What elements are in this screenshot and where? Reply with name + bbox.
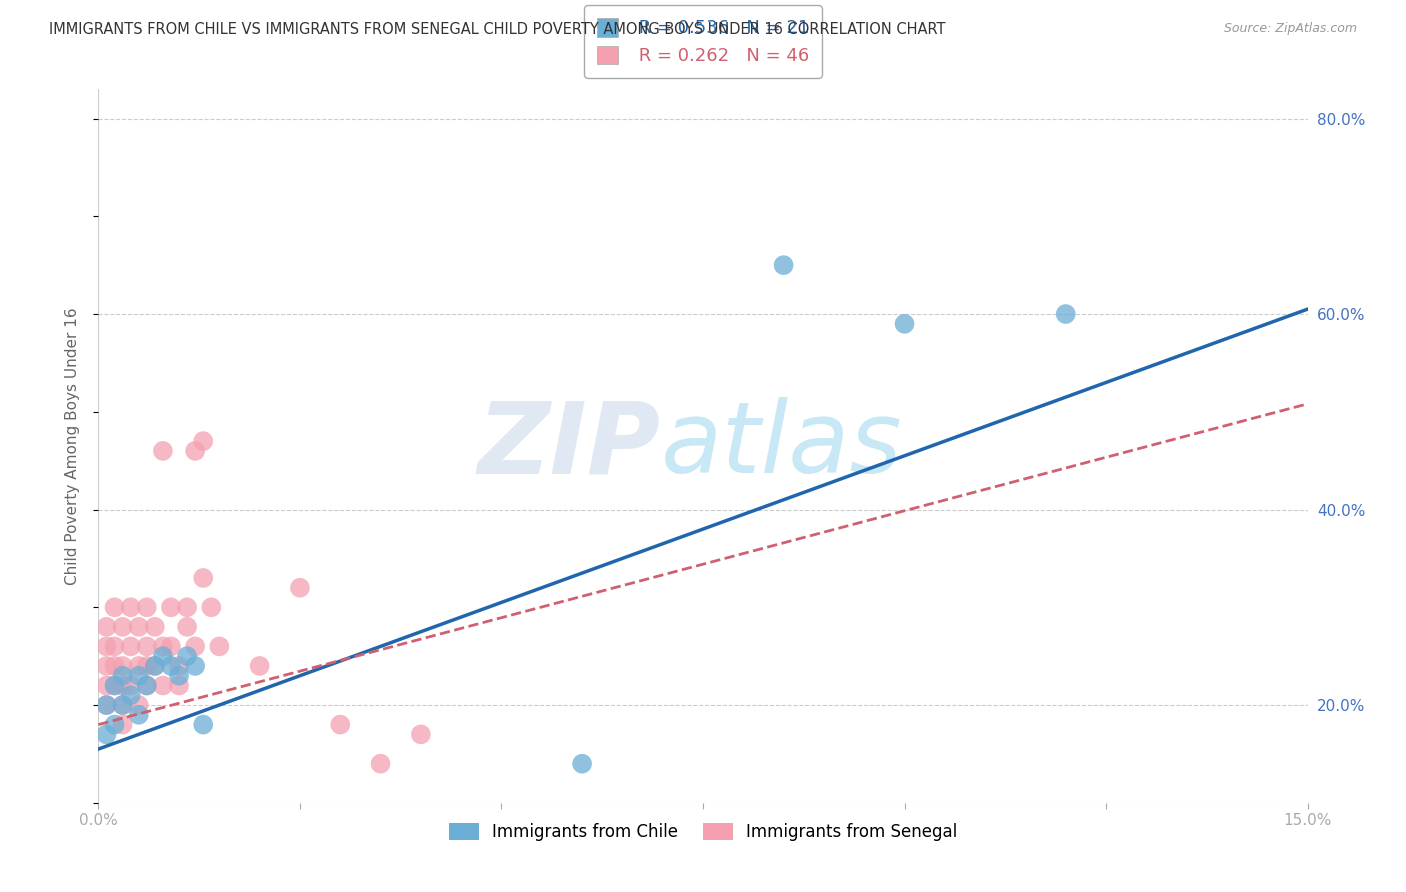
Point xyxy=(143,620,166,634)
Legend: Immigrants from Chile, Immigrants from Senegal: Immigrants from Chile, Immigrants from S… xyxy=(441,816,965,848)
Text: Source: ZipAtlas.com: Source: ZipAtlas.com xyxy=(1223,22,1357,36)
Point xyxy=(152,640,174,654)
Text: ZIP: ZIP xyxy=(478,398,661,494)
Point xyxy=(128,669,150,683)
Point xyxy=(176,649,198,664)
Point xyxy=(111,669,134,683)
Point xyxy=(96,727,118,741)
Point xyxy=(128,659,150,673)
Point xyxy=(120,688,142,702)
Point xyxy=(103,640,125,654)
Point xyxy=(111,659,134,673)
Point xyxy=(111,620,134,634)
Point xyxy=(128,707,150,722)
Point xyxy=(370,756,392,771)
Point xyxy=(111,698,134,712)
Point xyxy=(167,678,190,692)
Point xyxy=(1054,307,1077,321)
Point xyxy=(772,258,794,272)
Point xyxy=(329,717,352,731)
Point xyxy=(193,571,215,585)
Point xyxy=(249,659,271,673)
Point xyxy=(96,678,118,692)
Point xyxy=(176,600,198,615)
Point xyxy=(135,600,157,615)
Point xyxy=(128,698,150,712)
Point xyxy=(167,659,190,673)
Point xyxy=(128,620,150,634)
Y-axis label: Child Poverty Among Boys Under 16: Child Poverty Among Boys Under 16 xyxy=(65,307,80,585)
Point xyxy=(152,443,174,458)
Point xyxy=(103,678,125,692)
Point xyxy=(152,678,174,692)
Point xyxy=(135,659,157,673)
Point xyxy=(160,640,183,654)
Point xyxy=(571,756,593,771)
Point xyxy=(135,678,157,692)
Point xyxy=(184,443,207,458)
Point xyxy=(143,659,166,673)
Point xyxy=(208,640,231,654)
Point xyxy=(893,317,915,331)
Point xyxy=(193,434,215,449)
Point xyxy=(135,640,157,654)
Text: IMMIGRANTS FROM CHILE VS IMMIGRANTS FROM SENEGAL CHILD POVERTY AMONG BOYS UNDER : IMMIGRANTS FROM CHILE VS IMMIGRANTS FROM… xyxy=(49,22,946,37)
Point xyxy=(96,698,118,712)
Point xyxy=(184,659,207,673)
Point xyxy=(111,717,134,731)
Point xyxy=(103,600,125,615)
Point xyxy=(103,659,125,673)
Point xyxy=(103,678,125,692)
Point xyxy=(409,727,432,741)
Point xyxy=(103,717,125,731)
Point xyxy=(96,698,118,712)
Point xyxy=(135,678,157,692)
Point xyxy=(120,640,142,654)
Point xyxy=(111,678,134,692)
Point xyxy=(96,659,118,673)
Point xyxy=(120,678,142,692)
Point xyxy=(143,659,166,673)
Point xyxy=(193,717,215,731)
Point xyxy=(152,649,174,664)
Point xyxy=(160,600,183,615)
Point xyxy=(167,669,190,683)
Point xyxy=(160,659,183,673)
Point xyxy=(96,640,118,654)
Point xyxy=(288,581,311,595)
Point xyxy=(120,600,142,615)
Text: atlas: atlas xyxy=(661,398,903,494)
Point xyxy=(111,698,134,712)
Point xyxy=(184,640,207,654)
Point xyxy=(176,620,198,634)
Point xyxy=(200,600,222,615)
Point xyxy=(96,620,118,634)
